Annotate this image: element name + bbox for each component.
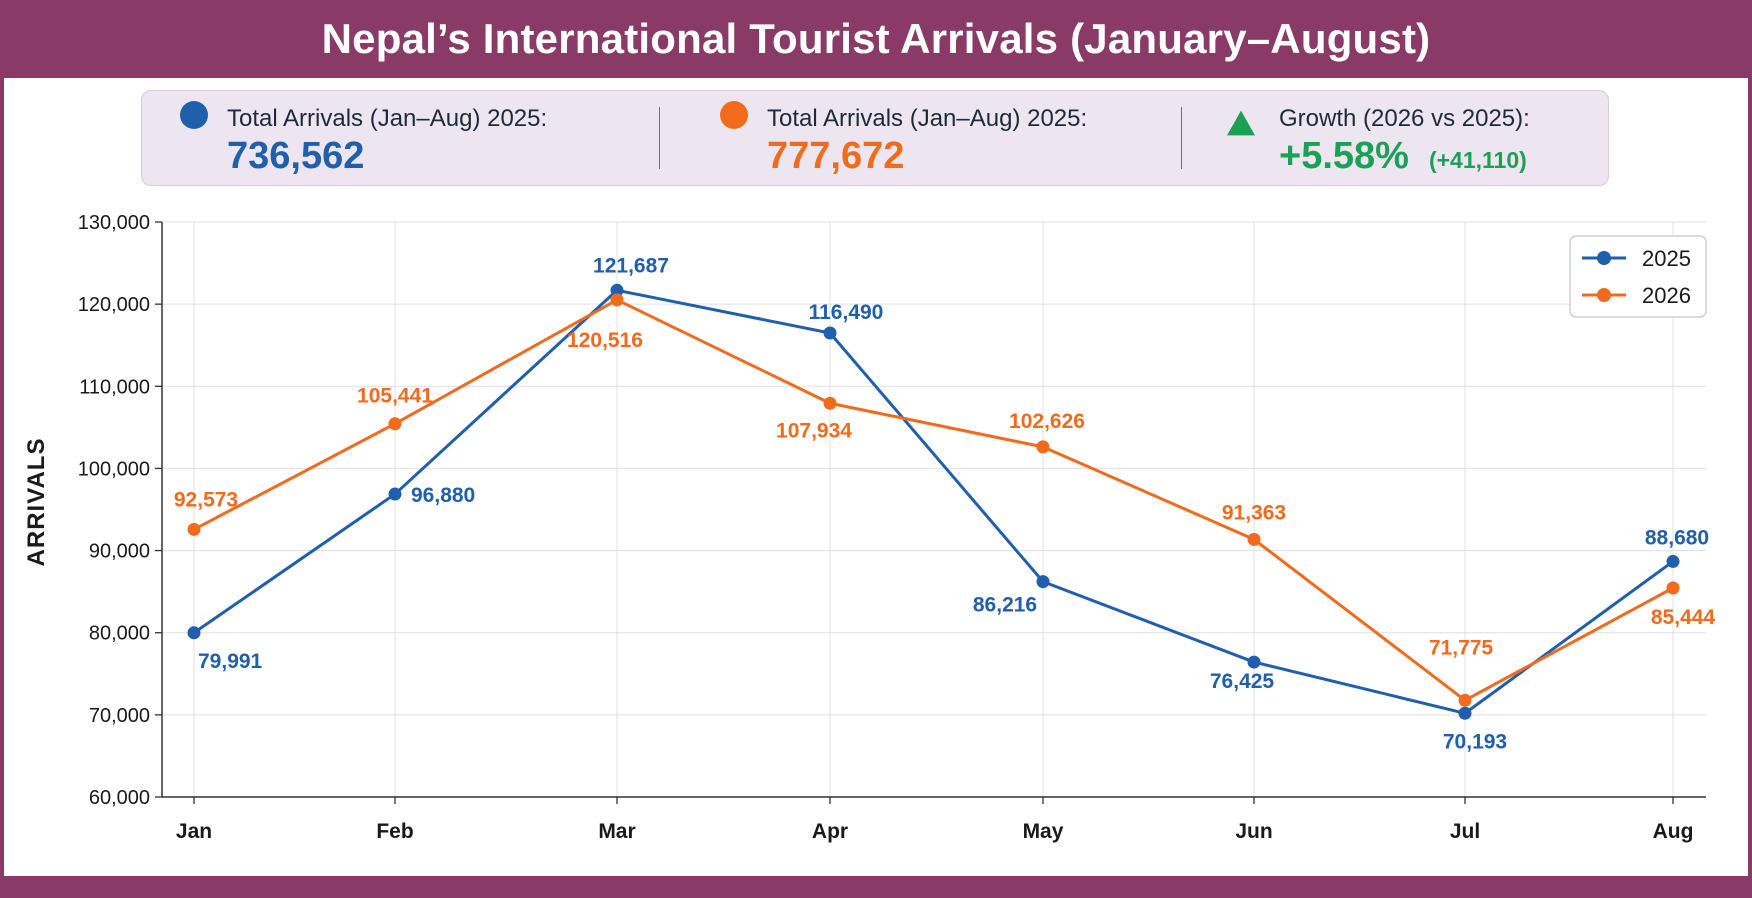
stat-growth: Growth (2026 vs 2025): +5.58% (+41,110) bbox=[1227, 91, 1597, 187]
x-tick-label: Feb bbox=[376, 820, 413, 843]
data-label-2025: 121,687 bbox=[593, 254, 669, 277]
data-point-2026 bbox=[823, 396, 837, 410]
data-point-2025 bbox=[1458, 706, 1472, 720]
data-point-2025 bbox=[1036, 575, 1050, 589]
stat-total-2025: Total Arrivals (Jan–Aug) 2025: 736,562 bbox=[180, 91, 660, 187]
stat-value: 736,562 bbox=[227, 135, 365, 177]
legend-label: 2026 bbox=[1642, 283, 1691, 308]
legend-swatch-marker bbox=[1597, 251, 1611, 265]
growth-delta: (+41,110) bbox=[1428, 147, 1527, 173]
data-label-2026: 102,626 bbox=[1009, 410, 1085, 433]
data-label-2026: 107,934 bbox=[776, 419, 852, 442]
x-tick-label: Aug bbox=[1653, 820, 1694, 843]
y-tick-label: 90,000 bbox=[89, 541, 150, 563]
data-point-2025 bbox=[1247, 655, 1261, 669]
title-banner: Nepal’s International Tourist Arrivals (… bbox=[0, 0, 1752, 78]
data-label-2026: 92,573 bbox=[174, 488, 238, 511]
data-point-2026 bbox=[388, 417, 402, 431]
data-point-2026 bbox=[1458, 693, 1472, 707]
data-label-2025: 86,216 bbox=[973, 594, 1037, 617]
data-point-2025 bbox=[823, 326, 837, 340]
data-point-2026 bbox=[1247, 532, 1261, 546]
data-label-2025: 116,490 bbox=[809, 301, 884, 324]
data-point-2026 bbox=[1666, 581, 1680, 595]
y-axis-title: ARRIVALS bbox=[23, 438, 50, 567]
data-point-2025 bbox=[388, 487, 402, 501]
frame-left-border bbox=[0, 78, 4, 876]
data-point-2025 bbox=[610, 283, 624, 297]
y-tick-label: 120,000 bbox=[78, 294, 150, 316]
series-line-2025 bbox=[193, 288, 1674, 715]
page-title: Nepal’s International Tourist Arrivals (… bbox=[321, 15, 1431, 62]
data-label-2025: 70,193 bbox=[1443, 730, 1507, 753]
x-tick-label: Apr bbox=[812, 820, 848, 843]
y-tick-label: 80,000 bbox=[89, 623, 150, 645]
data-label-2026: 105,441 bbox=[357, 385, 433, 408]
data-label-2025: 79,991 bbox=[198, 650, 263, 673]
growth-percent: +5.58% bbox=[1279, 135, 1409, 177]
green-up-triangle-icon bbox=[1227, 110, 1255, 136]
data-point-2026 bbox=[610, 293, 624, 307]
frame-right-border bbox=[1748, 78, 1752, 876]
data-label-2025: 96,880 bbox=[411, 484, 475, 507]
data-label-2026: 91,363 bbox=[1222, 501, 1286, 524]
data-label-2025: 88,680 bbox=[1645, 526, 1709, 549]
y-tick-label: 100,000 bbox=[78, 458, 150, 480]
footer-band bbox=[0, 876, 1752, 898]
x-tick-label: Mar bbox=[598, 820, 635, 843]
data-label-2026: 85,444 bbox=[1651, 606, 1716, 629]
data-label-2025: 76,425 bbox=[1210, 670, 1275, 693]
data-label-2026: 120,516 bbox=[567, 329, 643, 352]
x-tick-label: May bbox=[1023, 820, 1064, 843]
legend-swatch-marker bbox=[1597, 288, 1611, 302]
y-tick-label: 60,000 bbox=[89, 787, 150, 809]
stat-total-2026: Total Arrivals (Jan–Aug) 2025: 777,672 bbox=[720, 91, 1160, 187]
stat-label: Total Arrivals (Jan–Aug) 2025: bbox=[767, 105, 1088, 132]
growth-value-line: +5.58% (+41,110) bbox=[1279, 135, 1527, 178]
summary-panel: Total Arrivals (Jan–Aug) 2025: 736,562 T… bbox=[141, 90, 1609, 186]
legend-label: 2025 bbox=[1642, 246, 1691, 271]
data-point-2026 bbox=[1036, 440, 1050, 454]
blue-dot-icon bbox=[180, 101, 208, 129]
stat-label: Growth (2026 vs 2025): bbox=[1279, 105, 1530, 132]
x-tick-label: Jan bbox=[176, 820, 212, 843]
divider bbox=[659, 107, 660, 169]
y-tick-label: 130,000 bbox=[78, 212, 150, 234]
data-point-2025 bbox=[1666, 554, 1680, 568]
y-tick-label: 110,000 bbox=[79, 376, 150, 398]
data-label-2026: 71,775 bbox=[1429, 636, 1494, 659]
series-line-2026 bbox=[193, 298, 1674, 702]
x-tick-label: Jul bbox=[1450, 820, 1480, 843]
stat-value: 777,672 bbox=[767, 135, 905, 177]
data-point-2026 bbox=[187, 522, 201, 536]
data-point-2025 bbox=[187, 626, 201, 640]
y-tick-label: 70,000 bbox=[89, 705, 150, 727]
x-tick-label: Jun bbox=[1235, 820, 1272, 843]
orange-dot-icon bbox=[720, 101, 748, 129]
divider bbox=[1181, 107, 1182, 169]
stat-label: Total Arrivals (Jan–Aug) 2025: bbox=[227, 105, 548, 132]
